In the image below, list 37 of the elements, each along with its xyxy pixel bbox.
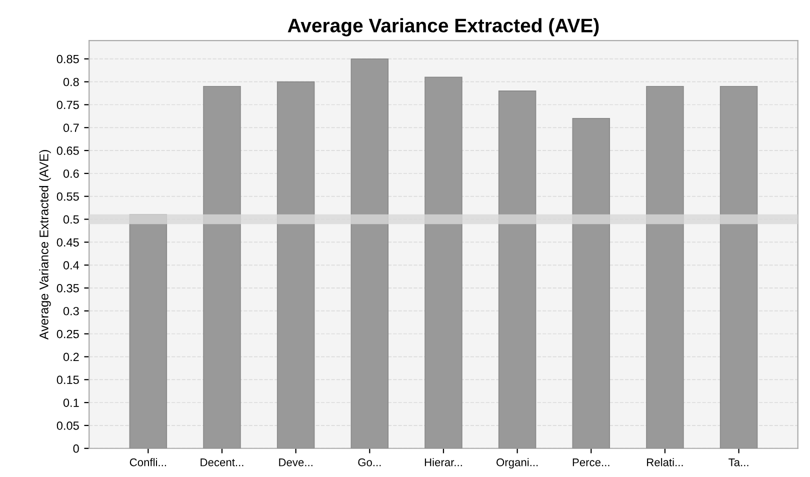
x-tick-label: Confli... [130,458,166,466]
y-tick-label: 0.3 [63,306,79,316]
bar [276,81,315,448]
x-tick-label: Decent... [200,458,244,466]
chart-title: Average Variance Extracted (AVE) [288,18,599,36]
y-tick-label: 0.4 [63,261,80,270]
bar [720,86,758,448]
y-tick-label: 0.25 [56,330,79,338]
x-tick-label: Ta... [728,458,748,466]
x-tick-label: Perce... [572,458,610,466]
y-tick-label: 0.85 [56,54,79,64]
x-tick-label: Hierar... [424,458,462,466]
y-tick-label: 0 [73,444,79,453]
y-axis-title: Average Variance Extracted (AVE) [39,150,51,340]
bar [498,90,536,448]
y-tick-label: 0.15 [56,376,79,384]
y-tick-label: 0.55 [56,192,79,201]
y-tick-label: 0.6 [63,169,79,178]
x-tick-label: Relati... [647,458,683,466]
bar [350,58,389,448]
bar [203,86,241,448]
x-tick-label: Deve... [279,458,312,466]
bar [646,86,684,448]
y-tick-label: 0.5 [63,215,79,224]
y-tick-label: 0.1 [63,398,79,407]
x-tick-label: Organi... [496,458,538,468]
x-tick-label: Go... [358,458,381,466]
y-tick-label: 0.35 [56,284,79,292]
y-tick-label: 0.7 [63,124,79,132]
bar [424,76,462,448]
y-tick-label: 0.05 [56,422,79,430]
y-tick-label: 0.2 [63,352,79,362]
y-tick-label: 0.65 [56,146,79,155]
y-tick-label: 0.75 [56,100,79,110]
y-tick-label: 0.8 [63,78,79,86]
bar [572,118,610,448]
y-tick-label: 0.45 [56,238,79,247]
